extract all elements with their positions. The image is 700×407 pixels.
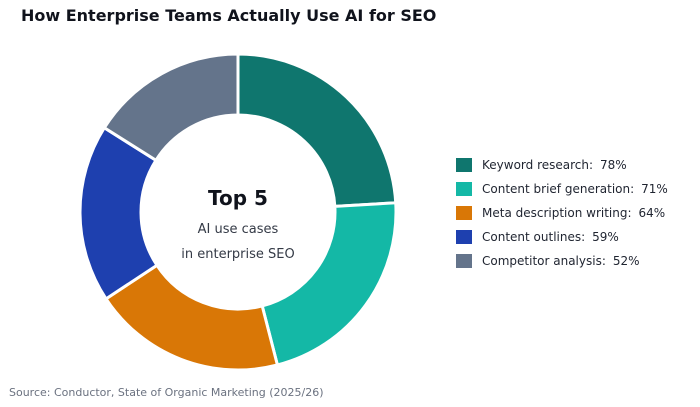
legend-value: 78% <box>600 158 627 172</box>
legend-value: 64% <box>638 206 666 220</box>
legend-swatch <box>456 158 472 172</box>
legend-value: 52% <box>612 254 640 268</box>
slice-1 <box>260 201 398 367</box>
legend-swatch <box>456 182 472 196</box>
center-subtitle-line-1: AI use cases <box>198 222 279 237</box>
slice-0 <box>236 52 398 208</box>
legend-label: Content outlines: <box>482 230 586 244</box>
source-note: Source: Conductor, State of Organic Mark… <box>9 386 324 399</box>
slice-4 <box>102 52 240 163</box>
legend-item: Competitor analysis: 52% <box>456 253 668 269</box>
legend: Keyword research: 78% Content brief gene… <box>456 157 668 277</box>
legend-label: Competitor analysis: <box>482 254 606 268</box>
legend-item: Meta description writing: 64% <box>456 205 668 221</box>
legend-item: Keyword research: 78% <box>456 157 668 173</box>
legend-item: Content brief generation: 71% <box>456 181 668 197</box>
legend-label: Content brief generation: <box>482 182 635 196</box>
center-subtitle-line-2: in enterprise SEO <box>181 247 294 262</box>
legend-swatch <box>456 230 472 244</box>
legend-swatch <box>456 254 472 268</box>
legend-swatch <box>456 206 472 220</box>
center-main-text: Top 5 <box>208 186 268 210</box>
legend-label: Meta description writing: <box>482 206 632 220</box>
legend-item: Content outlines: 59% <box>456 229 668 245</box>
legend-label: Keyword research: <box>482 158 594 172</box>
legend-value: 71% <box>641 182 668 196</box>
legend-value: 59% <box>592 230 619 244</box>
chart-title: How Enterprise Teams Actually Use AI for… <box>21 6 437 25</box>
donut-slices <box>78 52 398 372</box>
